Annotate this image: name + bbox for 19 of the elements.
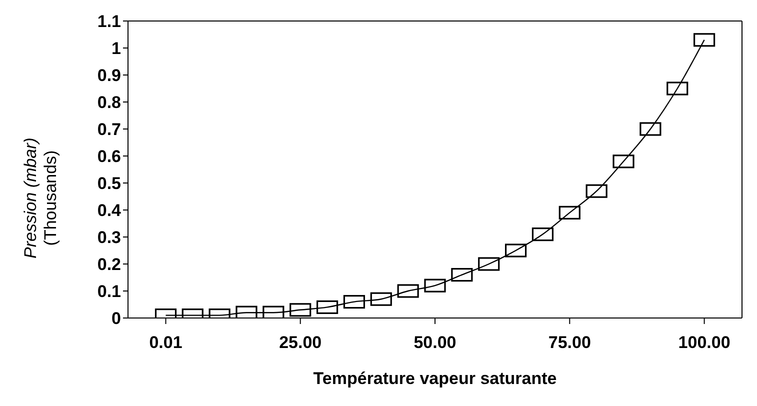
x-tick-label: 75.00 bbox=[548, 333, 591, 352]
y-axis-title: Pression (mbar) (Thousands) bbox=[21, 138, 60, 258]
y-tick-label: 1.1 bbox=[97, 12, 121, 32]
y-tick-label: 0 bbox=[112, 309, 121, 328]
y-tick-label: 0.6 bbox=[97, 147, 121, 166]
y-tick-label: 0.4 bbox=[97, 201, 122, 220]
y-tick-label: 0.3 bbox=[97, 228, 121, 248]
y-tick-label: 0.1 bbox=[97, 282, 121, 302]
x-tick-label: 0.01 bbox=[149, 333, 182, 352]
x-tick-label: 50.00 bbox=[414, 333, 456, 352]
x-axis-title: Température vapeur saturante bbox=[313, 369, 557, 388]
y-tick-label: 0.9 bbox=[97, 66, 121, 86]
y-tick-label: 0.7 bbox=[97, 120, 121, 140]
y-tick-label: 0.2 bbox=[97, 255, 121, 274]
y-tick-label: 1 bbox=[112, 39, 121, 58]
y-tick-label: 0.8 bbox=[97, 93, 121, 112]
x-tick-label: 100.00 bbox=[678, 333, 730, 352]
y-tick-label: 0.5 bbox=[97, 174, 121, 194]
x-tick-label: 25.00 bbox=[279, 333, 322, 352]
